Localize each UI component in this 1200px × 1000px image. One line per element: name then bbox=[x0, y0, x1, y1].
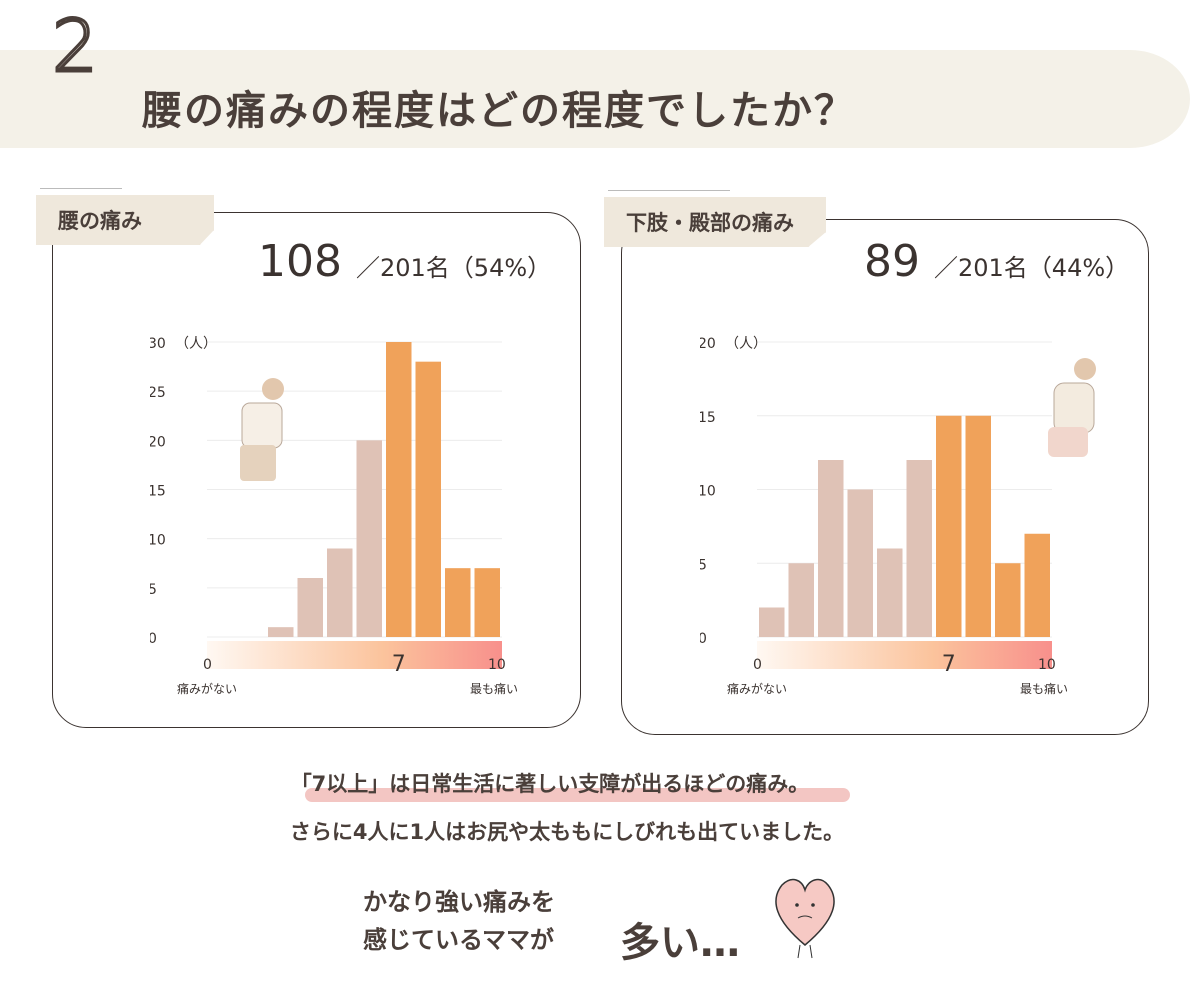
pain-scale-bar bbox=[757, 641, 1052, 669]
pain-scale-bar bbox=[207, 641, 502, 669]
x-label-worst-pain: 最も痛い bbox=[1020, 681, 1068, 696]
x-tick-7: 7 bbox=[942, 652, 956, 677]
y-tick-label: 0 bbox=[150, 631, 157, 647]
bar-score-8 bbox=[965, 415, 991, 637]
divider bbox=[608, 190, 730, 191]
count-percent: （54%） bbox=[449, 254, 552, 282]
outro-emphasis: 多い… bbox=[620, 920, 740, 966]
chart-leg-pain: 0 5 10 15 20 （人） 0 7 10 痛みがない 最も痛い bbox=[700, 336, 1068, 696]
y-tick-label: 5 bbox=[700, 557, 707, 573]
bar-score-6 bbox=[356, 440, 382, 637]
pregnant-woman-illustration bbox=[1048, 358, 1096, 457]
bar-score-4 bbox=[847, 489, 873, 637]
note-line-1: 「7以上」は日常生活に著しい支障が出るほどの痛み。 bbox=[290, 772, 810, 796]
count-percent: （44%） bbox=[1027, 254, 1130, 282]
sad-heart-icon bbox=[775, 878, 835, 959]
header-banner bbox=[0, 50, 1190, 148]
bar-score-4 bbox=[297, 578, 323, 637]
chart-back-pain: 0 5 10 15 20 25 30 （人） 0 7 10 痛みがない 最も痛い bbox=[150, 336, 518, 696]
bar-score-9 bbox=[995, 563, 1021, 637]
x-tick-0: 0 bbox=[753, 657, 762, 673]
outro-line-2: 感じているママが bbox=[363, 926, 555, 954]
count-total: ／201名 bbox=[934, 254, 1028, 282]
y-tick-label: 25 bbox=[150, 385, 166, 401]
page-title: 腰の痛みの程度はどの程度でしたか？ bbox=[142, 88, 856, 134]
y-tick-label: 20 bbox=[150, 434, 166, 450]
bar-score-5 bbox=[327, 548, 353, 637]
count-summary: 89 ／201名（44%） bbox=[864, 236, 1129, 287]
y-tick-label: 15 bbox=[150, 484, 166, 500]
outro-text: かなり強い痛みを 感じているママが bbox=[363, 883, 555, 959]
y-tick-label: 10 bbox=[150, 533, 166, 549]
count-value: 108 bbox=[258, 236, 342, 287]
x-tick-10: 10 bbox=[1038, 657, 1056, 673]
section-number: 2 bbox=[51, 4, 100, 88]
panel-tag: 腰の痛み bbox=[36, 195, 214, 245]
note-line-2: さらに4人に1人はお尻や太ももにしびれも出ていました。 bbox=[289, 820, 845, 844]
y-tick-label: 5 bbox=[150, 582, 157, 598]
count-summary: 108 ／201名（54%） bbox=[258, 236, 551, 287]
bar-score-6 bbox=[906, 460, 932, 637]
woman-illustration bbox=[240, 378, 284, 481]
count-total: ／201名 bbox=[355, 254, 450, 282]
y-tick-label: 15 bbox=[700, 410, 716, 426]
y-tick-label: 20 bbox=[700, 336, 716, 352]
x-tick-10: 10 bbox=[488, 657, 506, 673]
panel-tag: 下肢・殿部の痛み bbox=[604, 197, 826, 247]
y-axis-unit: （人） bbox=[175, 336, 217, 352]
divider bbox=[40, 188, 122, 189]
x-tick-0: 0 bbox=[203, 657, 212, 673]
x-label-worst-pain: 最も痛い bbox=[470, 681, 518, 696]
x-label-no-pain: 痛みがない bbox=[177, 681, 237, 696]
outro-line-1: かなり強い痛みを bbox=[363, 888, 555, 916]
bar-score-8 bbox=[415, 361, 441, 637]
bar-score-3 bbox=[268, 627, 294, 637]
bar-score-3 bbox=[818, 460, 844, 637]
y-tick-label: 30 bbox=[150, 336, 166, 352]
bar-score-10 bbox=[1024, 533, 1050, 637]
highlight-marker bbox=[305, 788, 850, 802]
bar-score-2 bbox=[788, 563, 814, 637]
x-tick-7: 7 bbox=[392, 652, 406, 677]
y-axis-unit: （人） bbox=[725, 336, 767, 352]
bar-score-7 bbox=[936, 415, 962, 637]
bar-score-7 bbox=[386, 342, 412, 637]
x-label-no-pain: 痛みがない bbox=[727, 681, 787, 696]
y-tick-label: 0 bbox=[700, 631, 707, 647]
bar-score-1 bbox=[759, 607, 785, 637]
y-tick-label: 10 bbox=[700, 484, 716, 500]
bar-score-10 bbox=[474, 568, 500, 637]
bar-score-9 bbox=[445, 568, 471, 637]
count-value: 89 bbox=[864, 236, 920, 287]
bar-score-5 bbox=[877, 548, 903, 637]
